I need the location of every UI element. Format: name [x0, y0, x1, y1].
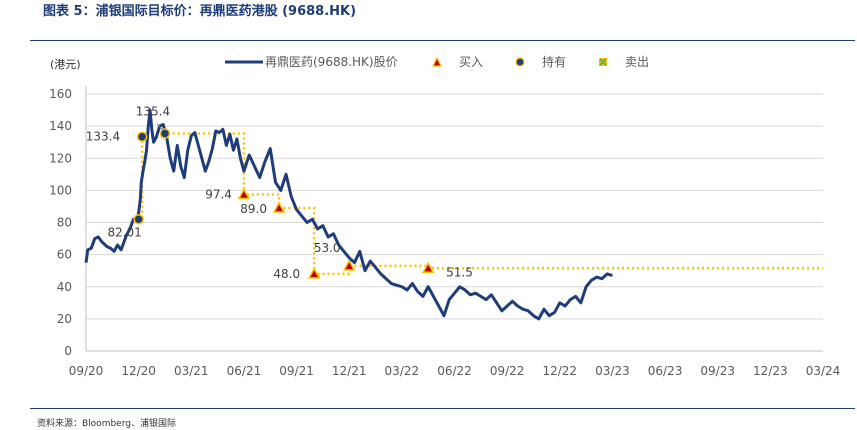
y-tick-label: 140: [49, 119, 72, 133]
chart-title: 图表 5：浦银国际目标价：再鼎医药港股 (9688.HK): [43, 4, 357, 19]
hold-marker: [133, 214, 144, 225]
x-tick-label: 03/23: [595, 364, 630, 378]
y-axis: 0 20 40 60 80 100 120 140 160: [49, 86, 87, 358]
bottom-rule: [30, 408, 855, 409]
label-leader-line: [156, 123, 164, 131]
target-price-label: 82.01: [107, 225, 141, 239]
legend-label: 持有: [542, 54, 566, 69]
x-tick-label: 03/24: [806, 364, 841, 378]
buy-marker: [272, 201, 286, 213]
y-tick-label: 40: [57, 280, 72, 294]
source-note: 资料来源：Bloomberg、浦银国际: [37, 419, 176, 429]
legend-item-price: 再鼎医药(9688.HK)股价: [225, 55, 398, 69]
hold-marker: [159, 128, 171, 139]
buy-marker: [307, 267, 321, 279]
hold-marker: [136, 131, 148, 142]
buy-marker: [342, 259, 356, 271]
top-rule: [30, 40, 855, 41]
x-tick-label: 06/22: [437, 364, 472, 378]
price-line: [84, 108, 613, 321]
target-price-label: 53.0: [314, 241, 341, 255]
x-tick-label: 03/22: [385, 364, 420, 378]
buy-marker: [421, 261, 435, 274]
target-price-label: 51.5: [446, 265, 473, 279]
target-price-label: 48.0: [273, 267, 300, 281]
x-tick-label: 09/21: [279, 364, 314, 378]
legend-sell-cross: [599, 58, 607, 66]
x-tick-label: 12/20: [121, 364, 156, 378]
target-price-label: 97.4: [205, 188, 232, 202]
grid-lines: [86, 93, 823, 320]
x-axis: 09/20 12/20 03/21 06/21 09/21 12/21 03/22 06/22…: [69, 350, 841, 378]
price-target-chart: (港元) 再鼎医药(9688.HK)股价 买入 持有 卖出 0 20 40 60 80 100 1…: [49, 54, 841, 378]
x-tick-label: 12/23: [753, 364, 788, 378]
target-price-label: 135.4: [136, 105, 170, 119]
legend-item-buy: 买入: [432, 55, 483, 69]
x-tick-label: 09/23: [700, 364, 735, 378]
rating-markers: [133, 128, 435, 279]
x-tick-label: 09/20: [69, 364, 104, 378]
x-tick-label: 12/21: [332, 364, 367, 378]
y-tick-label: 100: [49, 183, 72, 197]
legend-label: 再鼎医药(9688.HK)股价: [265, 55, 398, 69]
x-tick-label: 12/22: [542, 364, 577, 378]
x-tick-label: 06/23: [648, 364, 683, 378]
legend-label: 买入: [459, 55, 483, 69]
y-unit-label: (港元): [50, 58, 81, 71]
y-tick-label: 120: [49, 151, 72, 165]
buy-marker: [237, 188, 251, 200]
target-labels: 82.01 133.4 135.4 97.4 89.0 48.0 53.0 51.5: [86, 105, 473, 281]
price-series-line: [84, 108, 613, 321]
y-tick-label: 80: [57, 216, 72, 230]
y-tick-label: 60: [57, 248, 72, 262]
target-price-label: 133.4: [86, 130, 120, 144]
legend-item-sell: 卖出: [599, 55, 649, 69]
legend-hold-circle: [515, 57, 525, 67]
legend: 再鼎医药(9688.HK)股价 买入 持有 卖出: [225, 54, 649, 69]
x-tick-label: 09/22: [490, 364, 525, 378]
legend-buy-triangle: [432, 56, 442, 67]
x-tick-label: 06/21: [227, 364, 262, 378]
legend-label: 卖出: [625, 55, 649, 69]
y-tick-label: 160: [49, 87, 72, 101]
legend-item-hold: 持有: [515, 54, 566, 69]
target-price-label: 89.0: [240, 202, 267, 216]
y-tick-label: 20: [57, 312, 72, 326]
x-tick-label: 03/21: [174, 364, 209, 378]
y-tick-label: 0: [64, 344, 72, 358]
